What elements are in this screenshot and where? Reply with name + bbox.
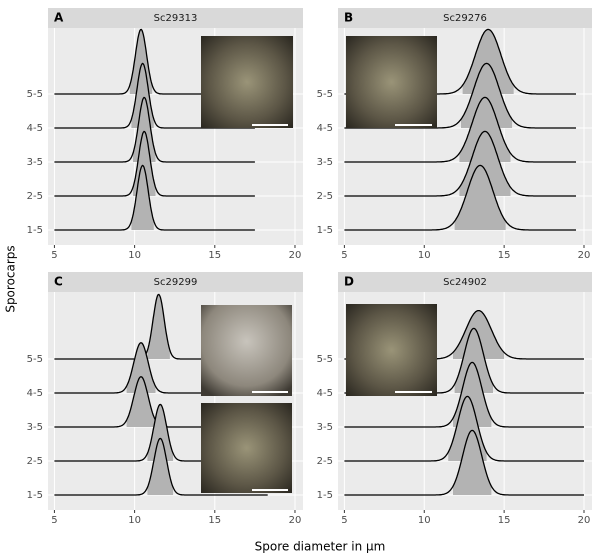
ridge-line: [344, 96, 576, 163]
y-tick-label: 1-5: [317, 225, 333, 236]
strip: [48, 8, 303, 28]
ridge-area: [126, 342, 156, 393]
y-tick-label: 3-5: [27, 157, 43, 168]
y-tick-label: 4-5: [27, 123, 43, 134]
photo: [346, 304, 437, 396]
ridge-line: [54, 164, 255, 231]
x-tick-label: 20: [578, 515, 591, 526]
photo: [201, 36, 293, 128]
photos: [201, 36, 437, 493]
x-tick-label: 15: [498, 250, 511, 261]
ridge-line: [54, 130, 255, 197]
x-tick-label: 20: [578, 250, 591, 261]
y-axis-title: Sporocarps: [4, 245, 18, 312]
x-tick-label: 5: [51, 250, 57, 261]
ridge-line: [344, 361, 584, 428]
panel-title: Sc29299: [154, 277, 198, 288]
ridge-line: [54, 96, 255, 163]
x-tick-label: 10: [128, 515, 141, 526]
ridge-area: [147, 294, 170, 359]
x-axis-title: Spore diameter in μm: [255, 540, 386, 554]
photo: [201, 305, 292, 396]
panel-letter: B: [344, 11, 353, 25]
ridge-area: [131, 165, 154, 230]
x-tick-label: 15: [208, 250, 221, 261]
ridge-area: [126, 376, 156, 427]
x-tick-label: 5: [341, 250, 347, 261]
x-tick-label: 5: [51, 515, 57, 526]
x-tick-label: 10: [418, 250, 431, 261]
ridge-area: [453, 430, 492, 495]
strip: [48, 272, 303, 292]
panel-letter: C: [54, 275, 63, 289]
y-tick-label: 3-5: [317, 422, 333, 433]
ridge-line: [344, 429, 584, 496]
x-tick-label: 20: [289, 515, 302, 526]
y-tick-label: 3-5: [27, 422, 43, 433]
ridge-area: [454, 328, 493, 393]
y-tick-label: 1-5: [317, 490, 333, 501]
panel-title: Sc24902: [443, 277, 487, 288]
ridge-line: [344, 164, 576, 231]
y-tick-label: 2-5: [27, 456, 43, 467]
y-tick-label: 5-5: [27, 354, 43, 365]
y-tick-label: 1-5: [27, 490, 43, 501]
y-tick-label: 2-5: [317, 456, 333, 467]
y-tick-label: 3-5: [317, 157, 333, 168]
x-tick-label: 15: [498, 515, 511, 526]
ridge-line: [344, 395, 584, 462]
x-tick-label: 10: [418, 515, 431, 526]
ridge-area: [133, 97, 156, 162]
ridge-area: [462, 29, 514, 94]
y-tick-label: 4-5: [317, 388, 333, 399]
y-tick-label: 4-5: [27, 388, 43, 399]
x-tick-label: 20: [289, 250, 302, 261]
ridge-area: [147, 404, 174, 461]
x-tick-label: 5: [341, 515, 347, 526]
ridge-area: [459, 97, 511, 162]
strip: [338, 8, 592, 28]
panel-letter: A: [54, 11, 64, 25]
photo: [346, 36, 437, 128]
strip: [338, 272, 592, 292]
ridge-area: [461, 63, 513, 128]
y-tick-label: 1-5: [27, 225, 43, 236]
y-tick-label: 2-5: [27, 191, 43, 202]
ridge-line: [54, 437, 268, 496]
y-tick-label: 5-5: [317, 89, 333, 100]
y-tick-label: 2-5: [317, 191, 333, 202]
y-tick-label: 4-5: [317, 123, 333, 134]
photo: [201, 403, 292, 493]
panel-letter: D: [344, 275, 354, 289]
y-tick-label: 5-5: [317, 354, 333, 365]
ridge-line: [344, 130, 576, 197]
ridge-area: [147, 438, 174, 495]
y-tick-label: 5-5: [27, 89, 43, 100]
x-tick-label: 10: [128, 250, 141, 261]
ridge-area: [454, 165, 506, 230]
panel-title: Sc29313: [154, 13, 198, 24]
x-tick-label: 15: [208, 515, 221, 526]
panel-title: Sc29276: [443, 13, 487, 24]
